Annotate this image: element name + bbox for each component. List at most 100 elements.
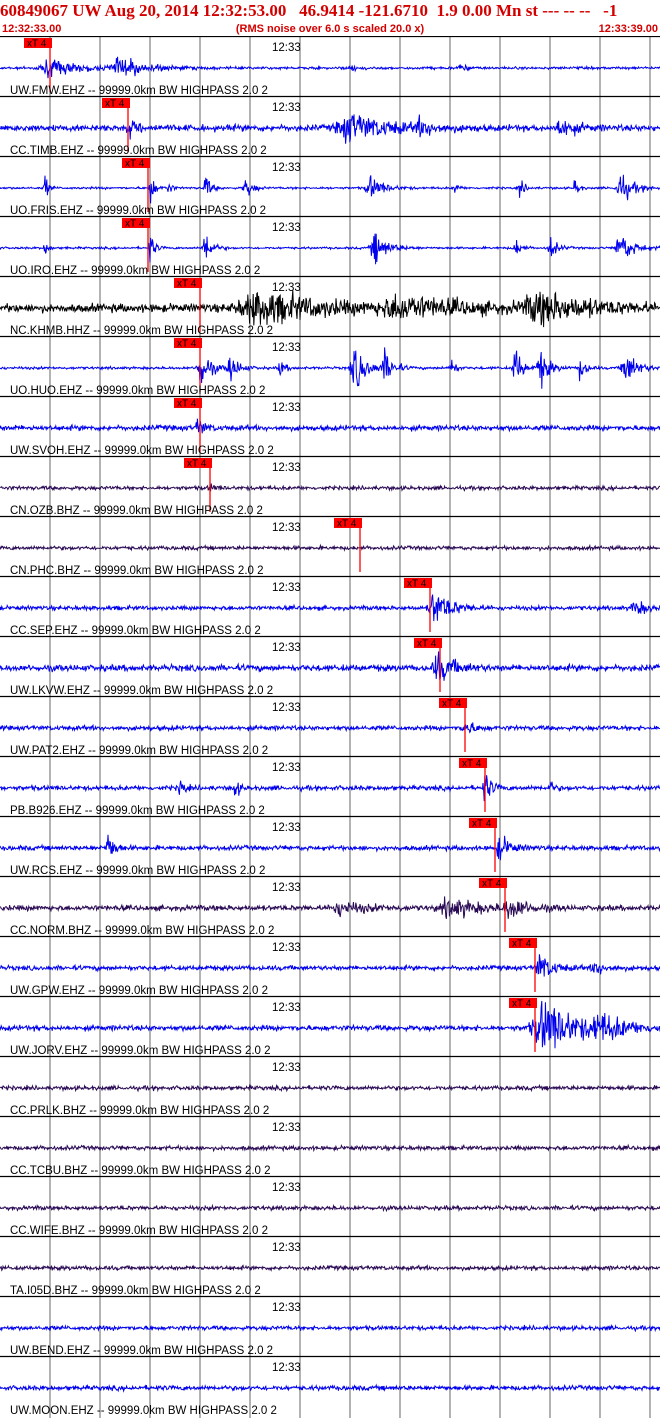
minute-tick-label: 12:33 [272, 1002, 301, 1014]
scale-note: (RMS noise over 6.0 s scaled 20.0 x) [235, 23, 425, 35]
minute-tick-label: 12:33 [272, 1242, 301, 1254]
pick-flag [479, 878, 507, 888]
pick-flag [174, 278, 202, 288]
trace-panel: 12:33 xT 4 CN.OZB.BHZ -- 99999.0km BW HIGH… [0, 455, 660, 517]
station-label: UO.IRO.EHZ -- 99999.0km BW HIGHPASS 2.0 … [10, 265, 260, 277]
waveform [0, 775, 660, 802]
pick-flag [414, 638, 442, 648]
pick-label: xT 4 [417, 639, 437, 650]
trace-panel: 12:33 xT 4 UW.GPW.EHZ -- 99999.0km BW HIGH… [0, 935, 660, 997]
pick-label: xT 4 [27, 39, 47, 50]
trace-panel: 12:33 xT 4 UO.FRIS.EHZ -- 99999.0km BW HIG… [0, 155, 660, 217]
pick-flag [459, 758, 487, 768]
station-label: CN.PHC.BHZ -- 99999.0km BW HIGHPASS 2.0 … [10, 565, 264, 577]
waveform [0, 290, 660, 328]
minute-tick-label: 12:33 [272, 942, 301, 954]
end-time-label: 12:33:39.00 [598, 23, 658, 35]
pick-label: xT 4 [187, 459, 207, 470]
pick-label: xT 4 [125, 219, 145, 230]
waveform [0, 834, 660, 861]
pick-label: xT 4 [462, 759, 482, 770]
station-label: UW.FMW.EHZ -- 99999.0km BW HIGHPASS 2.0 … [10, 85, 268, 97]
trace-panel: 12:33 xT 4 UW.LKVW.EHZ -- 99999.0km BW HIG… [0, 635, 660, 697]
minute-tick-label: 12:33 [272, 762, 301, 774]
station-label: UW.LKVW.EHZ -- 99999.0km BW HIGHPASS 2.0… [10, 685, 273, 697]
waveform [0, 174, 660, 204]
minute-tick-label: 12:33 [272, 342, 301, 354]
trace-panel: 12:33 xT 4 CN.PHC.BHZ -- 99999.0km BW HIGH… [0, 515, 660, 577]
station-label: UW.SVOH.EHZ -- 99999.0km BW HIGHPASS 2.0… [10, 445, 274, 457]
minute-tick-label: 12:33 [272, 582, 301, 594]
pick-flag [469, 818, 497, 828]
minute-tick-label: 12:33 [272, 402, 301, 414]
station-label: UW.PAT2.EHZ -- 99999.0km BW HIGHPASS 2.0… [10, 745, 268, 757]
minute-tick-label: 12:33 [272, 102, 301, 114]
trace-panel: 12:33 xT 4 PB.B926.EHZ -- 99999.0km BW HIG… [0, 755, 660, 817]
pick-flag [122, 158, 150, 168]
seismogram-plot: 12:33 xT 4 UW.FMW.EHZ -- 99999.0km BW HIGH… [0, 36, 660, 1418]
waveform [0, 896, 660, 919]
waveform [0, 483, 660, 493]
station-label: CC.WIFE.BHZ -- 99999.0km BW HIGHPASS 2.0… [10, 1225, 268, 1237]
pick-flag [174, 338, 202, 348]
trace-panel: 12:33 xT 4 UW.FMW.EHZ -- 99999.0km BW HIGH… [0, 36, 660, 97]
waveform [0, 1000, 660, 1049]
station-label: CC.TCBU.BHZ -- 99999.0km BW HIGHPASS 2.0… [10, 1165, 271, 1177]
pick-flag [174, 398, 202, 408]
trace-panel: 12:33 xT 4 UW.JORV.EHZ -- 99999.0km BW HIG… [0, 995, 660, 1057]
waveform [0, 722, 660, 734]
trace-panel: 12:33 xT 4 UW.SVOH.EHZ -- 99999.0km BW HIG… [0, 395, 660, 457]
waveform [0, 954, 660, 977]
pick-label: xT 4 [177, 339, 197, 350]
station-label: TA.I05D.BHZ -- 99999.0km BW HIGHPASS 2.0… [10, 1285, 261, 1297]
station-label: CC.NORM.BHZ -- 99999.0km BW HIGHPASS 2.0… [10, 925, 274, 937]
trace-panel: 12:33 xT 4 CC.TIMB.EHZ -- 99999.0km BW HIG… [0, 95, 660, 157]
waveform [0, 233, 660, 265]
trace-panel: 12:33 CC.WIFE.BHZ -- 99999.0km BW HIGHPAS… [0, 1175, 660, 1237]
trace-panel: 12:33 CC.TCBU.BHZ -- 99999.0km BW HIGHPAS… [0, 1115, 660, 1177]
trace-panel: 12:33 xT 4 UW.PAT2.EHZ -- 99999.0km BW HIG… [0, 695, 660, 757]
minute-tick-label: 12:33 [272, 1362, 301, 1374]
pick-flag [334, 518, 362, 528]
pick-label: xT 4 [177, 279, 197, 290]
waveform [0, 1323, 660, 1333]
trace-panel: 12:33 UW.BEND.EHZ -- 99999.0km BW HIGHPAS… [0, 1295, 660, 1357]
pick-flag [102, 98, 130, 108]
trace-panel: 12:33 xT 4 CC.SEP.EHZ -- 99999.0km BW HIGH… [0, 575, 660, 637]
minute-tick-label: 12:33 [272, 642, 301, 654]
station-label: UO.FRIS.EHZ -- 99999.0km BW HIGHPASS 2.0… [10, 205, 266, 217]
start-time-label: 12:32:33.00 [2, 23, 62, 35]
pick-label: xT 4 [512, 999, 532, 1010]
pick-label: xT 4 [125, 159, 145, 170]
station-label: CC.TIMB.EHZ -- 99999.0km BW HIGHPASS 2.0… [10, 145, 267, 157]
trace-panel: 12:33 CC.PRLK.BHZ -- 99999.0km BW HIGHPAS… [0, 1055, 660, 1117]
pick-flag [509, 998, 537, 1008]
pick-label: xT 4 [482, 879, 502, 890]
minute-tick-label: 12:33 [272, 222, 301, 234]
station-label: UW.JORV.EHZ -- 99999.0km BW HIGHPASS 2.0… [10, 1045, 271, 1057]
station-label: UW.MOON.EHZ -- 99999.0km BW HIGHPASS 2.0… [10, 1405, 277, 1417]
waveform [0, 594, 660, 622]
trace-panel: 12:33 xT 4 UW.RCS.EHZ -- 99999.0km BW HIGH… [0, 815, 660, 877]
minute-tick-label: 12:33 [272, 1182, 301, 1194]
trace-panel: 12:33 TA.I05D.BHZ -- 99999.0km BW HIGHPAS… [0, 1235, 660, 1297]
waveform [0, 1264, 660, 1273]
station-label: CN.OZB.BHZ -- 99999.0km BW HIGHPASS 2.0 … [10, 505, 263, 517]
pick-flag [439, 698, 467, 708]
waveform [0, 1143, 660, 1153]
minute-tick-label: 12:33 [272, 882, 301, 894]
station-label: PB.B926.EHZ -- 99999.0km BW HIGHPASS 2.0… [10, 805, 265, 817]
pick-flag [509, 938, 537, 948]
minute-tick-label: 12:33 [272, 702, 301, 714]
pick-flag [184, 458, 212, 468]
station-label: CC.SEP.EHZ -- 99999.0km BW HIGHPASS 2.0 … [10, 625, 261, 637]
pick-label: xT 4 [105, 99, 125, 110]
trace-panel: 12:33 xT 4 CC.NORM.BHZ -- 99999.0km BW HIG… [0, 875, 660, 937]
waveform [0, 1203, 660, 1213]
minute-tick-label: 12:33 [272, 462, 301, 474]
minute-tick-label: 12:33 [272, 282, 301, 294]
waveform [0, 56, 660, 79]
trace-panel: 12:33 xT 4 UO.HUO.EHZ -- 99999.0km BW HIGH… [0, 335, 660, 397]
pick-flag [404, 578, 432, 588]
pick-flag [24, 38, 52, 48]
